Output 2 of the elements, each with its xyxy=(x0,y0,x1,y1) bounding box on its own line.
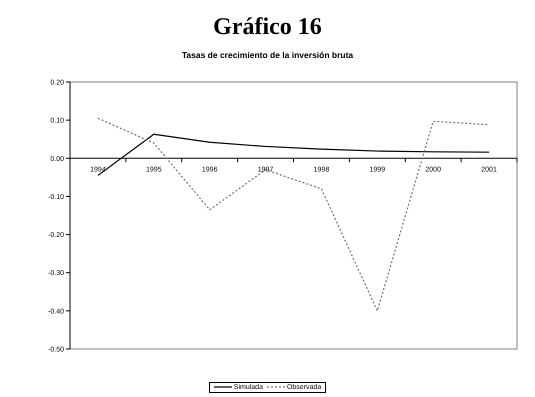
chart-subtitle: Tasas de crecimiento de la inversión bruta xyxy=(180,50,354,62)
chart-title: Gráfico 16 xyxy=(212,14,323,42)
